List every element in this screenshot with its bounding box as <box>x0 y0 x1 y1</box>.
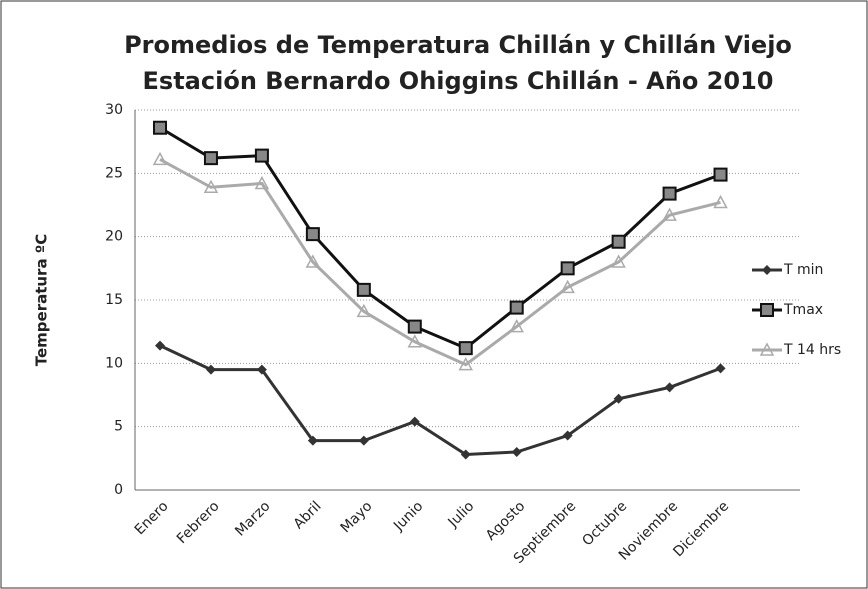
point <box>611 234 626 249</box>
point <box>460 449 471 460</box>
point <box>713 167 728 182</box>
point <box>254 175 270 190</box>
point <box>407 334 423 348</box>
point <box>458 357 474 371</box>
point <box>509 300 524 315</box>
y-tick-label: 30 <box>105 102 123 118</box>
chart-title: Promedios de Temperatura Chillán y Chill… <box>124 31 792 59</box>
point <box>662 207 677 221</box>
y-axis-label: Temperatura ºC <box>33 234 51 367</box>
point <box>152 151 168 166</box>
legend-marker <box>760 303 774 317</box>
y-tick-label: 25 <box>105 165 123 181</box>
chart-subtitle: Estación Bernardo Ohiggins Chillán - Año… <box>143 67 774 95</box>
point <box>205 364 216 375</box>
point <box>305 254 321 268</box>
point <box>562 430 573 441</box>
point <box>358 435 369 446</box>
point <box>153 120 167 135</box>
legend-label: Tmax <box>783 302 823 318</box>
point <box>458 341 473 356</box>
point <box>254 148 269 163</box>
point <box>305 227 320 242</box>
point <box>509 319 524 333</box>
point <box>511 447 522 457</box>
point <box>409 416 420 427</box>
point <box>356 282 371 297</box>
point <box>715 363 726 374</box>
point <box>356 303 372 318</box>
series-line <box>159 344 722 457</box>
point <box>613 393 624 404</box>
y-tick-label: 10 <box>105 355 123 371</box>
point <box>611 254 626 268</box>
point <box>407 319 422 334</box>
y-tick-label: 0 <box>114 482 123 498</box>
legend-label: T 14 hrs <box>783 342 841 358</box>
legend-label: T min <box>783 262 823 278</box>
point <box>203 179 219 194</box>
point <box>203 151 218 166</box>
legend-marker <box>759 342 775 356</box>
point <box>713 194 728 209</box>
point <box>155 340 165 351</box>
point <box>662 186 677 201</box>
legend-marker <box>762 265 772 275</box>
point <box>307 435 318 446</box>
series-line <box>159 158 721 367</box>
series-line <box>159 126 722 350</box>
point <box>560 279 575 294</box>
y-tick-label: 5 <box>114 419 123 435</box>
point <box>664 382 675 393</box>
y-tick-label: 15 <box>105 292 123 308</box>
point <box>560 261 575 276</box>
y-tick-label: 20 <box>105 229 123 245</box>
point <box>256 364 267 375</box>
